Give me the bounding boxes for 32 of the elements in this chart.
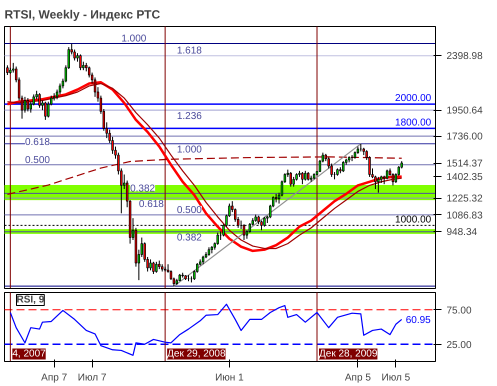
chart-title: RTSI, Weekly - Индекс РТС	[4, 8, 160, 22]
y-tick-label: 1950.64	[446, 106, 484, 117]
y-tick-label: 948.34	[446, 227, 478, 238]
annotation: 1.236	[176, 111, 202, 122]
annotation: 0.618	[24, 137, 50, 148]
x-tick-label: Июл 7	[78, 372, 107, 384]
y-tick-label: 1225.32	[446, 194, 484, 205]
y-tick-label: 25.00	[446, 340, 472, 351]
ref-line-label: 1800.00	[395, 117, 432, 128]
annotation: 1.618	[176, 46, 202, 57]
x-tick-label: Июн 1	[215, 372, 244, 384]
ref-line-label: Дек 28, 2009	[319, 348, 378, 360]
y-tick-label: 1736.00	[446, 132, 484, 143]
annotation: 0.500	[24, 154, 50, 166]
annotation: 0.618	[138, 199, 164, 210]
y-tick-label: 1086.83	[446, 210, 484, 222]
annotation: 1.000	[121, 33, 147, 44]
y-tick-label: 2398.98	[446, 51, 484, 62]
x-tick-label: Апр 5	[344, 372, 372, 384]
y-tick-label: 1402.35	[446, 172, 484, 184]
x-tick-label: Июл 5	[382, 372, 411, 384]
annotation: 0.500	[176, 204, 202, 216]
ref-line-label: 2000.00	[395, 93, 432, 104]
ref-line-label: 1000.00	[395, 214, 432, 226]
x-tick-label: Апр 7	[41, 372, 68, 384]
ref-line-label: 4, 2007	[12, 348, 46, 360]
y-tick-label: 1514.37	[446, 158, 484, 170]
annotation: 1.000	[176, 144, 202, 156]
annotation: 60.95	[406, 314, 432, 326]
y-tick-label: 75.00	[446, 305, 472, 316]
ref-line-label: Дек 29, 2008	[167, 348, 226, 360]
annotation: 0.382	[176, 232, 202, 244]
